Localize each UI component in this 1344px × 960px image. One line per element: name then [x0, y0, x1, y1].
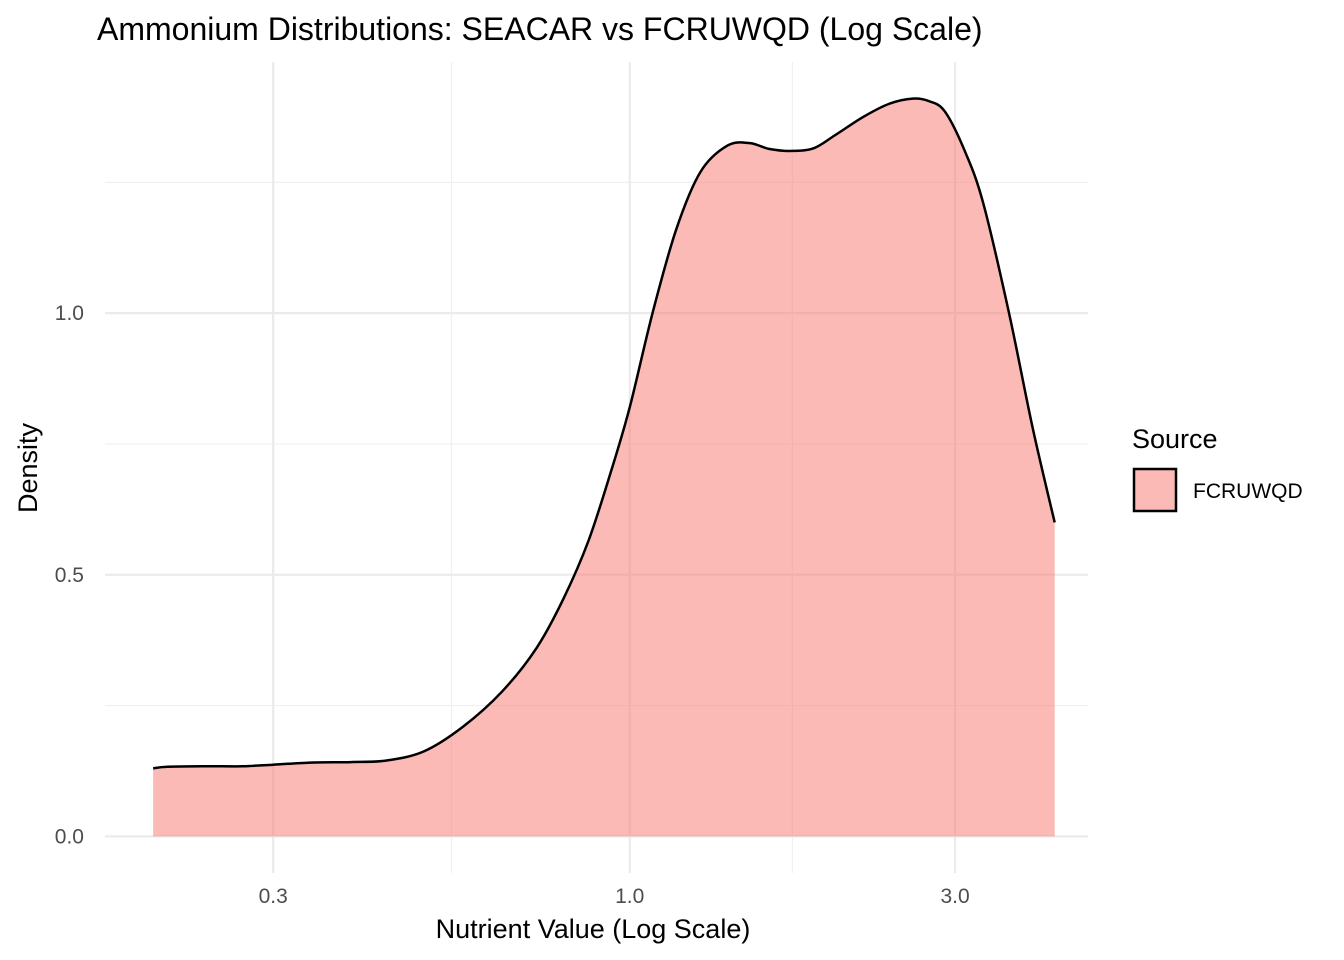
x-axis-tick-labels: 0.3 1.0 3.0 [259, 885, 970, 908]
y-tick-label-2: 1.0 [55, 302, 84, 325]
density-series-layer [152, 97, 1056, 837]
legend: Source FCRUWQD [1132, 424, 1303, 513]
density-area-fcruwqd [153, 98, 1055, 837]
x-axis-title: Nutrient Value (Log Scale) [436, 914, 751, 944]
legend-key-fcruwqd [1132, 467, 1178, 513]
density-outline-fcruwqd [152, 97, 1056, 770]
x-tick-label-1: 1.0 [615, 885, 644, 908]
legend-label-fcruwqd: FCRUWQD [1193, 480, 1303, 503]
x-tick-label-0: 0.3 [259, 885, 288, 908]
y-tick-label-0: 0.0 [55, 825, 84, 848]
x-tick-label-2: 3.0 [940, 885, 969, 908]
legend-title: Source [1132, 424, 1218, 454]
chart-title: Ammonium Distributions: SEACAR vs FCRUWQ… [97, 11, 983, 47]
y-tick-label-1: 0.5 [55, 564, 84, 587]
y-axis-tick-labels: 0.0 0.5 1.0 [55, 302, 84, 848]
y-axis-title: Density [13, 422, 43, 513]
